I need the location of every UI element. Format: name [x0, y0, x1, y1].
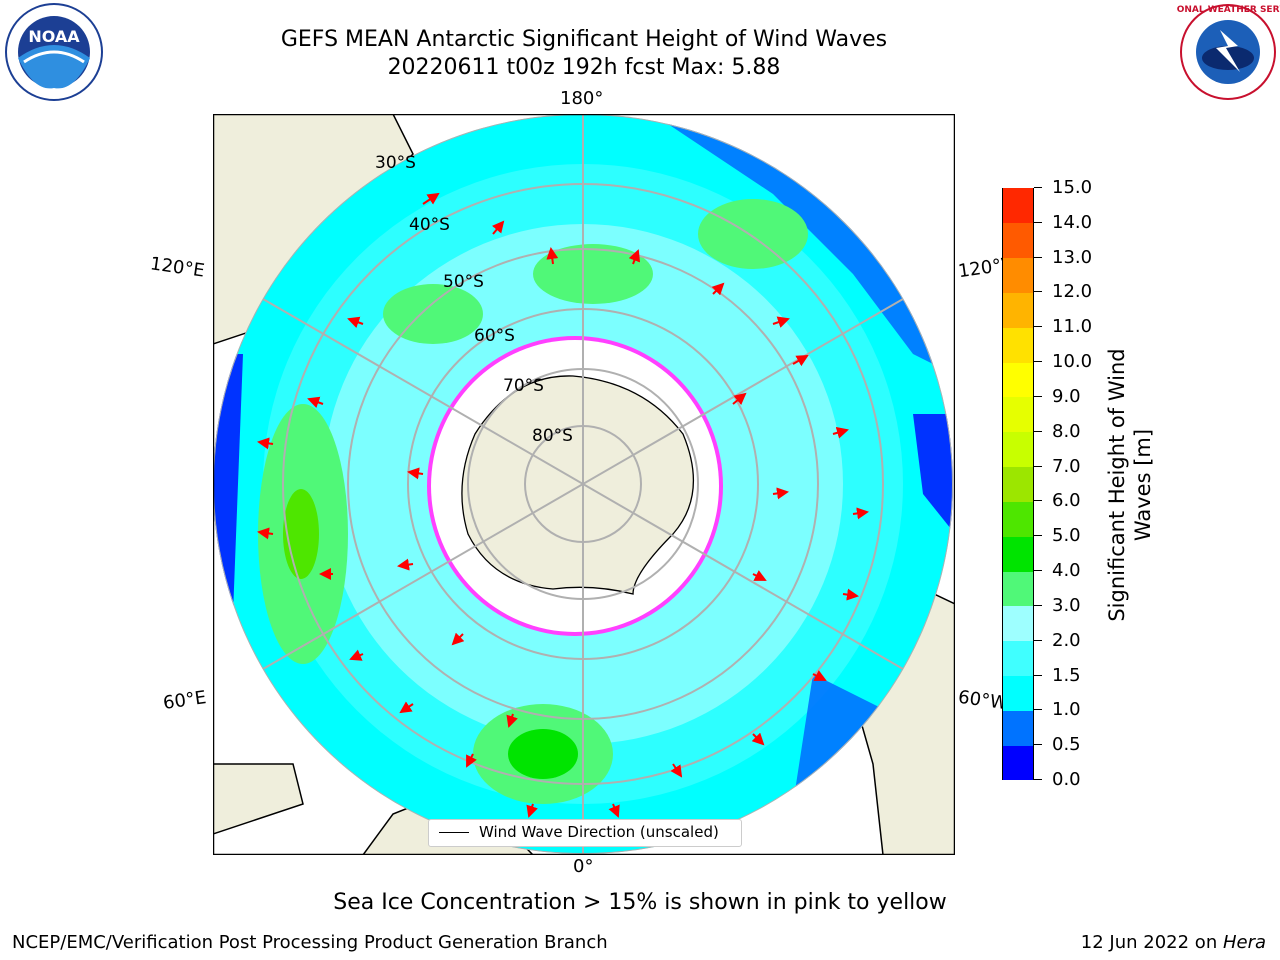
colorbar-tick: [1034, 744, 1042, 746]
credit-text: NCEP/EMC/Verification Post Processing Pr…: [12, 932, 608, 953]
colorbar-segment: [1003, 745, 1033, 781]
colorbar-tick: [1034, 674, 1042, 676]
colorbar-tick-label: 2.0: [1052, 629, 1081, 651]
colorbar-segment: [1003, 431, 1033, 468]
noaa-logo-text: NOAA: [28, 27, 80, 46]
colorbar-tick-label: 0.0: [1052, 769, 1081, 790]
lat-label-70s: 70°S: [503, 376, 544, 396]
colorbar-tick: [1034, 361, 1042, 363]
colorbar-tick-label: 4.0: [1052, 560, 1081, 582]
colorbar-tick-label: 5.0: [1052, 525, 1081, 547]
colorbar-tick-label: 15.0: [1052, 177, 1093, 198]
colorbar-segment: [1003, 675, 1033, 711]
colorbar-tick: [1034, 256, 1042, 258]
colorbar-tick: [1034, 187, 1042, 188]
colorbar-segment: [1003, 362, 1033, 398]
colorbar-tick-label: 1.0: [1052, 699, 1081, 721]
lat-label-30s: 30°S: [375, 153, 416, 173]
colorbar-segment: [1003, 501, 1033, 537]
colorbar-tick-label: 11.0: [1052, 316, 1093, 338]
colorbar-tick: [1034, 604, 1042, 606]
colorbar-tick: [1034, 779, 1042, 780]
colorbar-tick: [1034, 221, 1042, 223]
wave-direction-arrows: [257, 192, 869, 818]
colorbar-tick: [1034, 709, 1042, 711]
colorbar-tick-label: 14.0: [1052, 211, 1093, 233]
map-legend: Wind Wave Direction (unscaled): [428, 819, 742, 847]
colorbar-tick-label: 1.5: [1052, 664, 1081, 686]
colorbar-tick-label: 0.5: [1052, 734, 1081, 756]
colorbar-segment: [1003, 327, 1033, 363]
lat-label-80s: 80°S: [532, 426, 573, 446]
lon-label-60e: 60°E: [161, 687, 208, 714]
colorbar-segment: [1003, 188, 1033, 224]
sea-ice-note: Sea Ice Concentration > 15% is shown in …: [333, 890, 947, 915]
lon-label-180: 180°: [560, 88, 604, 109]
chart-title: GEFS MEAN Antarctic Significant Height o…: [280, 27, 888, 52]
colorbar-tick-label: 3.0: [1052, 594, 1081, 616]
colorbar-tick-label: 13.0: [1052, 246, 1093, 268]
colorbar-tick-label: 6.0: [1052, 490, 1081, 512]
colorbar-segment: [1003, 605, 1033, 642]
noaa-logo: NOAA: [5, 3, 103, 101]
colorbar-segment: [1003, 710, 1033, 746]
chart-subtitle: 20220611 t00z 192h fcst Max: 5.88: [387, 55, 781, 80]
colorbar-tick-label: 7.0: [1052, 455, 1081, 477]
date-text: 12 Jun 2022 on Hera: [1081, 932, 1266, 953]
lat-label-50s: 50°S: [443, 272, 484, 292]
colorbar-tick-label: 10.0: [1052, 351, 1093, 373]
colorbar-segment: [1003, 466, 1033, 502]
colorbar-label: Significant Height of Wind Waves [m]: [1105, 348, 1155, 622]
land-antarctica: [461, 375, 694, 595]
colorbar-tick: [1034, 326, 1042, 328]
machine-name: Hera: [1222, 932, 1266, 953]
colorbar-segment: [1003, 571, 1033, 607]
lat-label-60s: 60°S: [474, 326, 515, 346]
nws-logo-text: NATIONAL WEATHER SERVICE: [1176, 5, 1280, 15]
colorbar-tick: [1034, 500, 1042, 502]
colorbar-tick-label: 12.0: [1052, 281, 1093, 303]
land-madagascar: [213, 763, 304, 835]
lat-label-40s: 40°S: [409, 215, 450, 235]
colorbar-segment: [1003, 292, 1033, 328]
legend-label: Wind Wave Direction (unscaled): [479, 823, 719, 841]
colorbar-tick: [1034, 465, 1042, 467]
colorbar-tick: [1034, 291, 1042, 293]
colorbar-segment: [1003, 222, 1033, 259]
colorbar-segment: [1003, 640, 1033, 677]
lon-label-120e: 120°E: [148, 253, 206, 282]
map-frame: [213, 114, 955, 855]
colorbar-segment: [1003, 396, 1033, 433]
colorbar-tick: [1034, 535, 1042, 537]
colorbar-tick-label: 8.0: [1052, 420, 1081, 442]
legend-line-icon: [439, 832, 469, 833]
colorbar-segment: [1003, 536, 1033, 572]
colorbar-tick: [1034, 395, 1042, 397]
colorbar-tick: [1034, 430, 1042, 432]
lon-label-0: 0°: [573, 856, 594, 877]
colorbar: [1002, 188, 1034, 781]
colorbar-tick: [1034, 570, 1042, 572]
colorbar-tick-label: 9.0: [1052, 385, 1081, 407]
antarctic-wave-height-map: 30°S 40°S 50°S 60°S 70°S 80°S: [213, 114, 955, 855]
national-weather-service-logo: NATIONAL WEATHER SERVICE: [1176, 4, 1280, 100]
date-prefix: 12 Jun 2022 on: [1080, 932, 1223, 953]
colorbar-tick: [1034, 639, 1042, 641]
colorbar-segment: [1003, 257, 1033, 293]
